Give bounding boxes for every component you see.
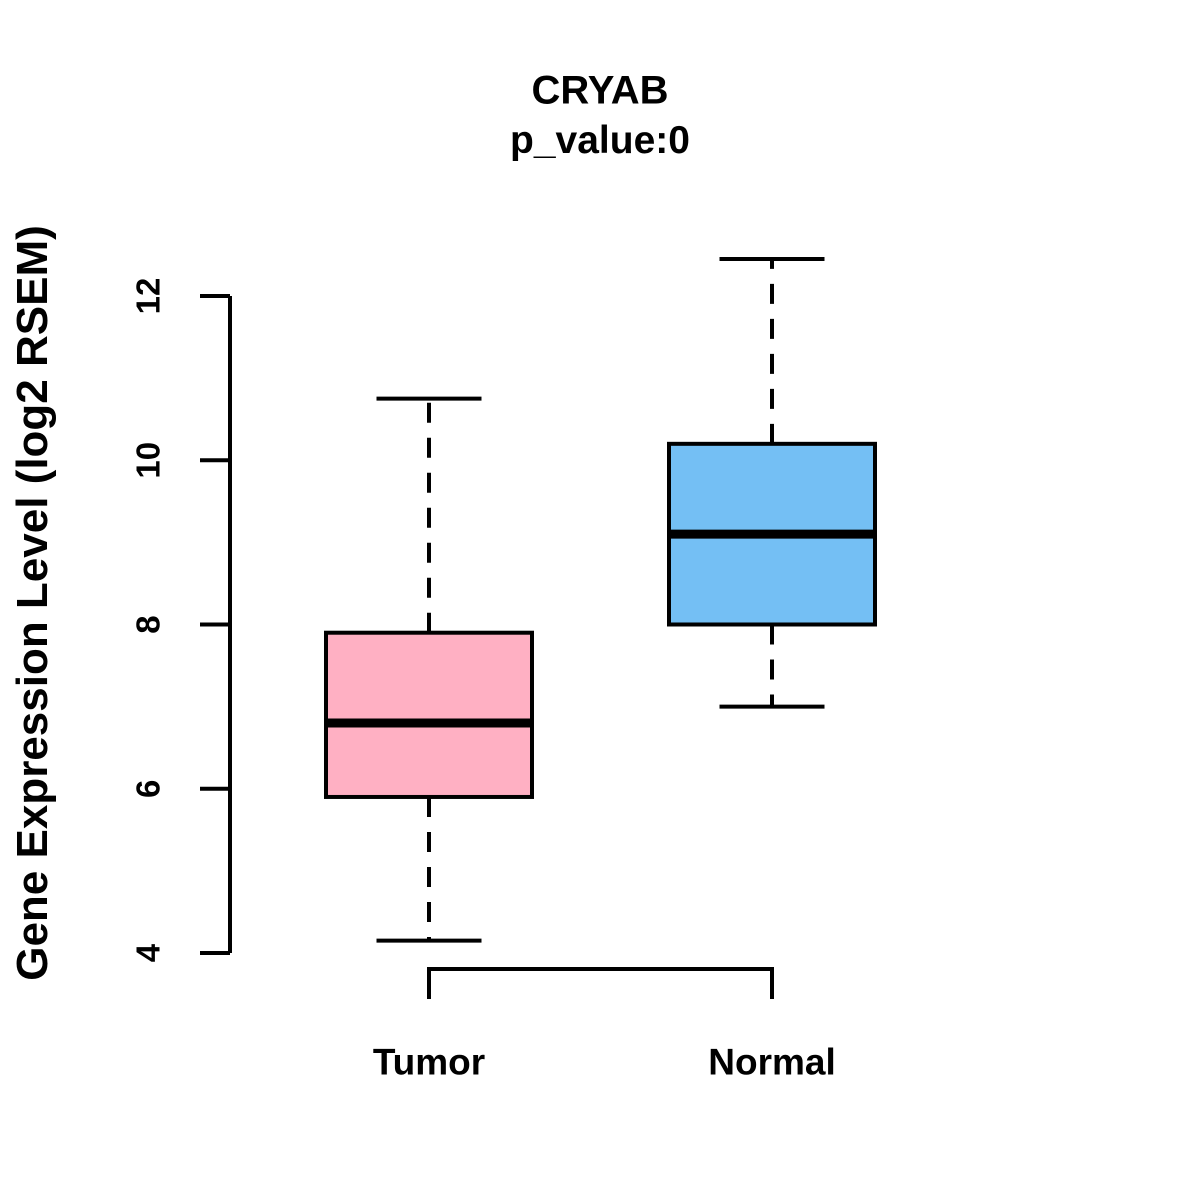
x-axis-bracket xyxy=(427,967,774,999)
y-tick-label-8: 8 xyxy=(130,615,167,633)
y-tick-label-6: 6 xyxy=(130,780,167,798)
x-category-label-normal: Normal xyxy=(708,1042,835,1083)
tumor-box xyxy=(324,630,534,799)
y-tick-label-12: 12 xyxy=(130,278,167,315)
chart-subtitle: p_value:0 xyxy=(510,119,690,162)
y-tick-label-10: 10 xyxy=(130,442,167,479)
chart-title: CRYAB xyxy=(531,68,669,113)
y-tick-label-4: 4 xyxy=(130,943,167,962)
x-category-label-tumor: Tumor xyxy=(373,1042,485,1083)
